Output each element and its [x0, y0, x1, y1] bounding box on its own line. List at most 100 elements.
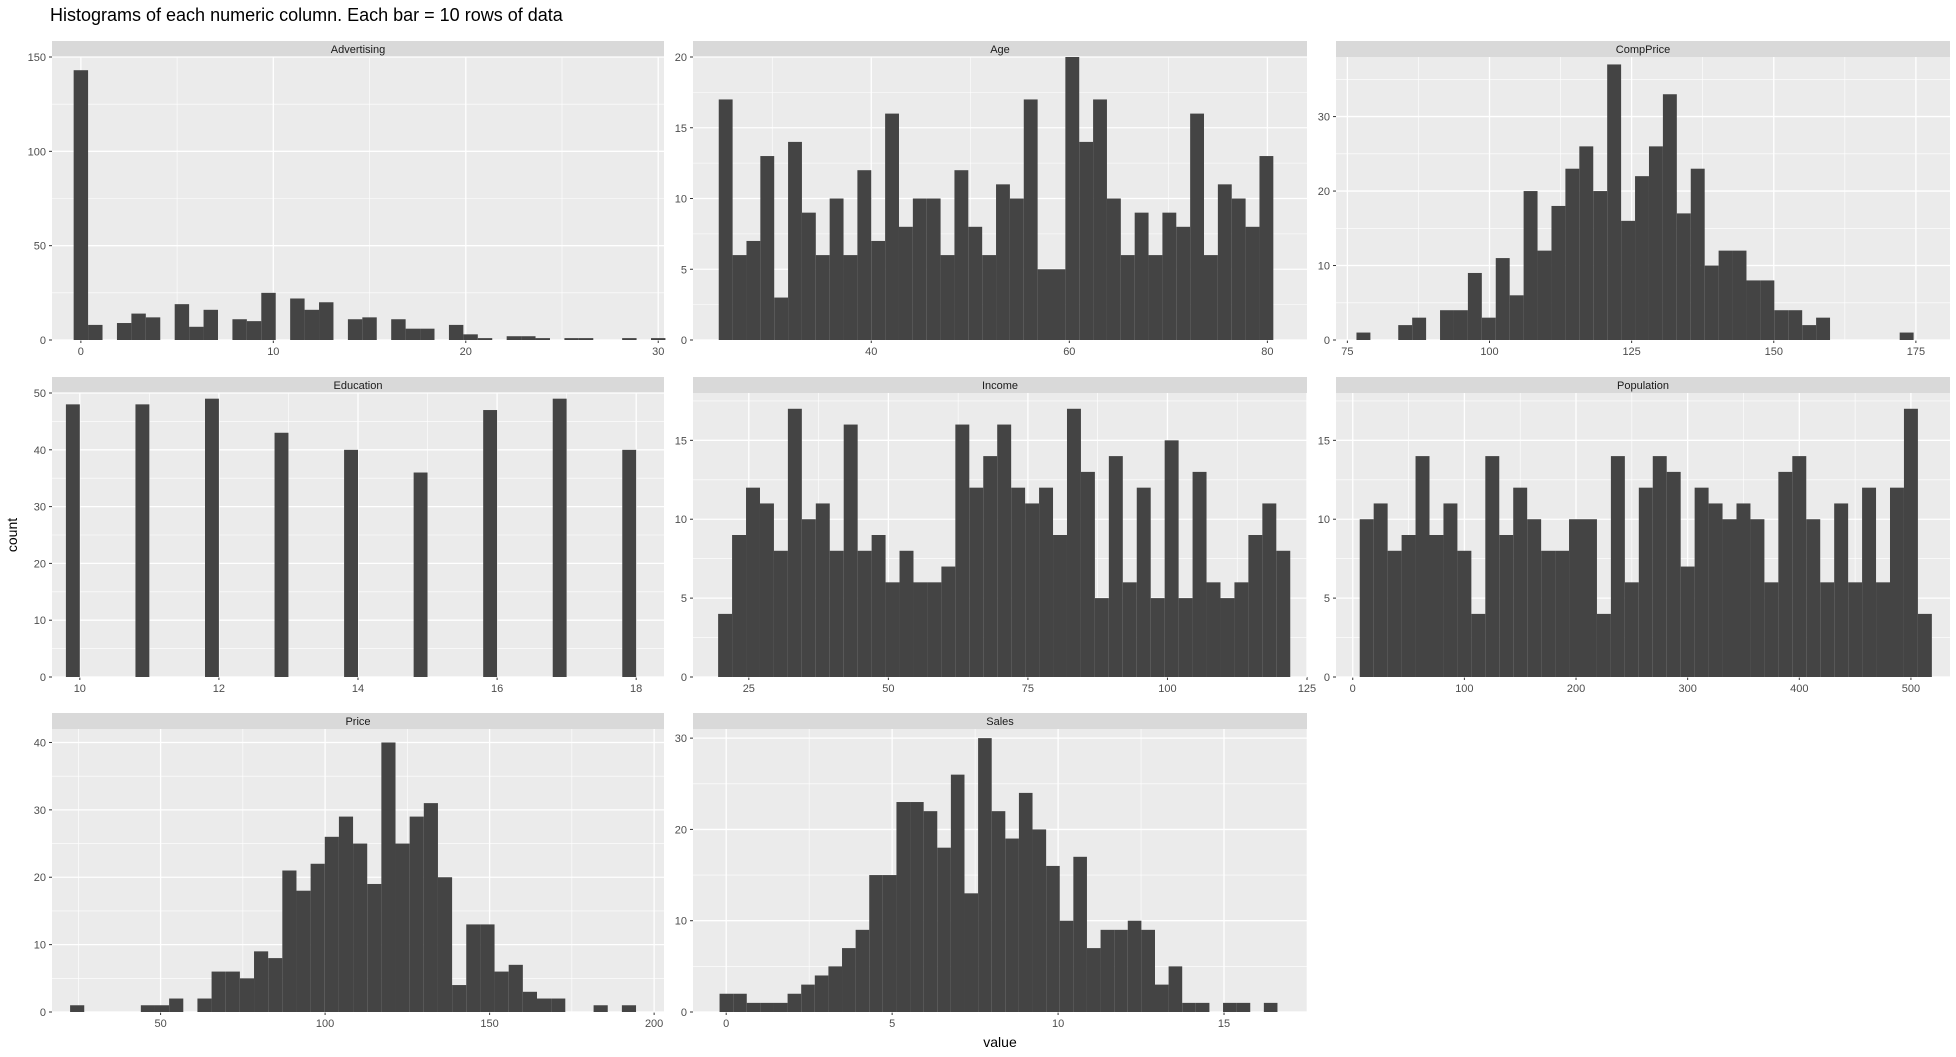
histogram-bar	[857, 550, 872, 677]
facet-label: Sales	[986, 716, 1014, 728]
histogram-bar	[174, 304, 190, 340]
histogram-bar	[304, 309, 320, 340]
histogram-bar	[1509, 295, 1524, 340]
histogram-bar	[211, 971, 226, 1012]
histogram-bar	[1093, 99, 1107, 340]
x-tick-label: 100	[1480, 346, 1498, 358]
histogram-bar	[463, 334, 478, 340]
histogram-bar	[815, 503, 830, 677]
x-tick-label: 10	[74, 683, 86, 695]
histogram-bar	[290, 298, 305, 340]
histogram-bar	[991, 811, 1006, 1012]
y-tick-label: 10	[1318, 261, 1330, 273]
histogram-bar	[788, 141, 802, 340]
histogram-bar	[1499, 535, 1514, 677]
histogram-bar	[239, 978, 255, 1012]
histogram-bar	[1652, 456, 1667, 677]
histogram-bar	[1106, 198, 1121, 340]
histogram-bar	[1206, 582, 1221, 677]
facet-label: Age	[990, 44, 1010, 56]
y-tick-label: 15	[675, 435, 687, 447]
histogram-bar	[1204, 255, 1218, 340]
histogram-bar	[855, 929, 870, 1012]
histogram-bar	[1806, 519, 1821, 677]
histogram-bar	[1108, 456, 1123, 677]
y-tick-label: 20	[675, 824, 687, 836]
histogram-bar	[1662, 94, 1677, 340]
chart-title: Histograms of each numeric column. Each …	[50, 5, 564, 25]
histogram-bar	[651, 338, 666, 340]
histogram-bar	[1485, 456, 1500, 677]
histogram-bar	[1065, 57, 1080, 340]
histogram-bar	[1802, 325, 1817, 340]
histogram-bar	[1387, 550, 1402, 677]
histogram-bar	[353, 843, 368, 1012]
histogram-bar	[197, 998, 212, 1012]
histogram-bar	[1168, 966, 1183, 1012]
histogram-bar	[1059, 920, 1074, 1012]
histogram-bar	[996, 184, 1010, 340]
facet-label: Price	[345, 716, 370, 728]
histogram-bar	[1018, 792, 1033, 1012]
histogram-bar	[381, 742, 396, 1012]
facet-strip	[52, 41, 664, 57]
histogram-bar	[1555, 550, 1570, 677]
histogram-bar	[1569, 519, 1583, 677]
x-tick-label: 175	[1907, 346, 1925, 358]
x-tick-label: 300	[1678, 683, 1696, 695]
histogram-bar	[1262, 503, 1277, 677]
y-tick-label: 10	[34, 940, 46, 952]
y-tick-label: 0	[40, 1007, 46, 1019]
histogram-bar	[1162, 212, 1177, 340]
histogram-bar	[1248, 535, 1263, 677]
histogram-bar	[324, 836, 339, 1012]
x-tick-label: 200	[1567, 683, 1585, 695]
histogram-bar	[982, 255, 997, 340]
histogram-bar	[189, 326, 204, 340]
histogram-bar	[1245, 226, 1260, 340]
histogram-bar	[395, 843, 410, 1012]
y-tick-label: 50	[34, 388, 46, 400]
histogram-bar	[913, 582, 928, 677]
histogram-bar	[145, 317, 161, 340]
facet-label: CompPrice	[1616, 44, 1670, 56]
histogram-bar	[536, 998, 552, 1012]
histogram-bar	[950, 774, 965, 1012]
histogram-bar	[1094, 598, 1109, 677]
x-tick-label: 16	[491, 683, 503, 695]
y-tick-label: 100	[28, 146, 46, 158]
histogram-bar	[801, 212, 816, 340]
histogram-bar	[885, 113, 899, 340]
histogram-bar	[1276, 550, 1291, 677]
y-tick-label: 0	[40, 335, 46, 347]
x-tick-label: 80	[1261, 346, 1273, 358]
histogram-bar	[131, 313, 146, 340]
histogram-bar	[1373, 503, 1388, 677]
histogram-bar	[1023, 99, 1038, 340]
histogram-bar	[746, 240, 761, 340]
histogram-bar	[801, 519, 816, 677]
histogram-bar	[774, 297, 789, 340]
histogram-bar	[140, 1005, 155, 1012]
histogram-bar	[480, 924, 495, 1012]
histogram-bar	[910, 802, 924, 1012]
histogram-bar	[1607, 64, 1622, 341]
histogram-bar	[923, 811, 938, 1012]
histogram-bar	[843, 424, 858, 677]
histogram-bar	[1134, 212, 1149, 340]
histogram-bar	[1412, 317, 1427, 340]
x-tick-label: 0	[78, 346, 84, 358]
histogram-bar	[964, 893, 979, 1012]
histogram-bar	[941, 566, 956, 677]
histogram-bar	[1154, 984, 1169, 1012]
histogram-bar	[828, 966, 843, 1012]
histogram-bar	[1792, 456, 1807, 677]
histogram-bar	[1635, 176, 1649, 340]
x-tick-label: 75	[1341, 346, 1353, 358]
facet-label: Population	[1617, 380, 1669, 392]
x-tick-label: 150	[480, 1018, 498, 1030]
x-tick-label: 14	[352, 683, 364, 695]
histogram-bar	[1259, 156, 1274, 340]
histogram-bar	[896, 802, 911, 1012]
